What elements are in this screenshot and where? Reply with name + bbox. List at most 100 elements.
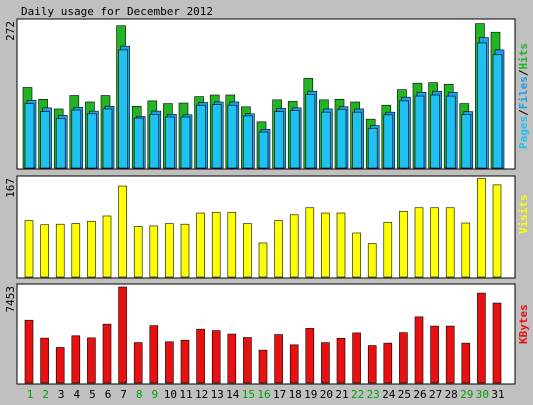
- bar-visits-day-27: [430, 207, 439, 278]
- kbytes-legend-text: KBytes: [517, 304, 530, 344]
- bar-visits-day-15: [243, 223, 252, 278]
- bar-visits-day-12: [196, 212, 205, 278]
- bar-visits-day-11: [180, 223, 190, 278]
- x-tick-label-day-10: 10: [164, 388, 177, 401]
- x-tick-label-day-26: 26: [413, 388, 426, 401]
- bar-pages-day-29: [461, 114, 472, 169]
- bar-kbytes-day-14: [227, 333, 237, 384]
- visits-bars: [24, 178, 502, 278]
- bar-kbytes-day-30: [477, 292, 486, 384]
- bar-kbytes-day-20: [321, 342, 330, 384]
- bar-visits-day-29: [461, 222, 471, 278]
- bar-pages-day-8: [133, 117, 144, 169]
- x-tick-label-day-16: 16: [257, 388, 270, 401]
- bar-pages-day-16: [258, 131, 269, 169]
- x-tick-label-day-22: 22: [351, 388, 364, 401]
- bar-pages-day-2: [40, 111, 50, 169]
- bar-kbytes-day-4: [71, 335, 81, 384]
- bar-kbytes-day-10: [165, 341, 174, 384]
- bar-kbytes-day-29: [461, 342, 471, 384]
- x-tick-label-day-21: 21: [335, 388, 348, 401]
- bar-pages-day-6: [102, 108, 113, 169]
- bar-kbytes-day-23: [367, 345, 377, 384]
- bar-pages-day-28: [445, 95, 456, 169]
- x-tick-label-day-25: 25: [398, 388, 411, 401]
- bar-kbytes-day-27: [430, 325, 439, 384]
- bar-pages-day-5: [87, 113, 97, 169]
- x-tick-label-day-13: 13: [211, 388, 224, 401]
- x-tick-label-day-6: 6: [105, 388, 112, 401]
- x-tick-label-day-17: 17: [273, 388, 286, 401]
- legend-hits: Hits: [517, 43, 530, 70]
- bar-visits-day-13: [211, 212, 221, 278]
- bar-kbytes-day-8: [133, 342, 143, 384]
- bar-pages-day-12: [196, 104, 206, 169]
- legend-separator: /: [517, 109, 530, 116]
- bar-visits-day-23: [367, 243, 377, 278]
- x-tick-label-day-5: 5: [89, 388, 96, 401]
- bar-visits-day-25: [399, 210, 408, 278]
- chart-title: Daily usage for December 2012: [21, 5, 213, 18]
- bar-kbytes-day-13: [211, 330, 221, 384]
- bar-visits-day-3: [55, 223, 65, 278]
- bar-kbytes-day-16: [258, 349, 268, 384]
- bar-pages-day-10: [165, 116, 175, 169]
- bar-pages-day-23: [367, 127, 378, 169]
- bar-kbytes-day-25: [399, 332, 408, 384]
- x-tick-label-day-1: 1: [27, 388, 34, 401]
- bar-pages-day-1: [24, 103, 35, 169]
- x-tick-label-day-3: 3: [58, 388, 65, 401]
- visits-legend: Visits: [517, 194, 530, 234]
- bar-kbytes-day-12: [196, 328, 205, 384]
- bar-visits-day-8: [133, 226, 143, 278]
- bar-kbytes-day-2: [40, 337, 49, 384]
- legend-files: Files: [517, 76, 530, 109]
- bar-visits-day-17: [274, 220, 283, 278]
- bar-visits-day-26: [414, 207, 424, 278]
- x-tick-label-day-30: 30: [476, 388, 489, 401]
- x-tick-label-day-7: 7: [120, 388, 127, 401]
- x-tick-label-day-18: 18: [289, 388, 302, 401]
- x-tick-label-day-28: 28: [445, 388, 458, 401]
- bar-visits-day-9: [149, 225, 159, 278]
- bar-visits-day-22: [352, 232, 361, 278]
- bar-pages-day-27: [430, 94, 440, 169]
- panel-visits: 167 Visits: [4, 175, 530, 279]
- bar-pages-day-11: [180, 116, 191, 169]
- bar-kbytes-day-24: [383, 342, 393, 384]
- bar-visits-day-16: [258, 242, 268, 278]
- visits-ymax-label: 167: [4, 178, 17, 198]
- bar-kbytes-day-31: [492, 302, 502, 384]
- x-tick-label-day-20: 20: [320, 388, 333, 401]
- bar-kbytes-day-11: [180, 339, 190, 384]
- bar-visits-day-10: [165, 223, 174, 278]
- x-tick-label-day-4: 4: [73, 388, 80, 401]
- x-tick-label-day-27: 27: [429, 388, 442, 401]
- x-tick-label-day-2: 2: [42, 388, 49, 401]
- bar-kbytes-day-18: [289, 344, 299, 384]
- bar-kbytes-day-5: [87, 337, 96, 384]
- bar-pages-day-30: [477, 42, 487, 169]
- hits-files-pages-legend: Pages/Files/Hits: [517, 43, 530, 149]
- bar-visits-day-18: [289, 214, 299, 278]
- legend-separator: /: [517, 69, 530, 76]
- x-tick-label-day-9: 9: [151, 388, 158, 401]
- bar-visits-day-20: [321, 212, 330, 278]
- visits-legend-text: Visits: [517, 194, 530, 234]
- x-tick-label-day-14: 14: [226, 388, 240, 401]
- x-tick-label-day-11: 11: [179, 388, 192, 401]
- bar-visits-day-6: [102, 215, 112, 278]
- bar-pages-day-3: [55, 118, 66, 169]
- hits-files-pages-bars: [22, 23, 505, 169]
- bar-kbytes-day-21: [336, 337, 346, 384]
- legend-pages: Pages: [517, 116, 530, 149]
- bar-visits-day-5: [87, 220, 96, 278]
- bar-pages-day-21: [336, 109, 347, 169]
- hits-files-pages-ymax-label: 272: [4, 21, 17, 41]
- bar-pages-day-19: [305, 94, 316, 169]
- panel-kbytes: 7453 KBytes: [4, 283, 530, 385]
- x-tick-label-day-8: 8: [136, 388, 143, 401]
- bar-visits-day-4: [71, 223, 81, 278]
